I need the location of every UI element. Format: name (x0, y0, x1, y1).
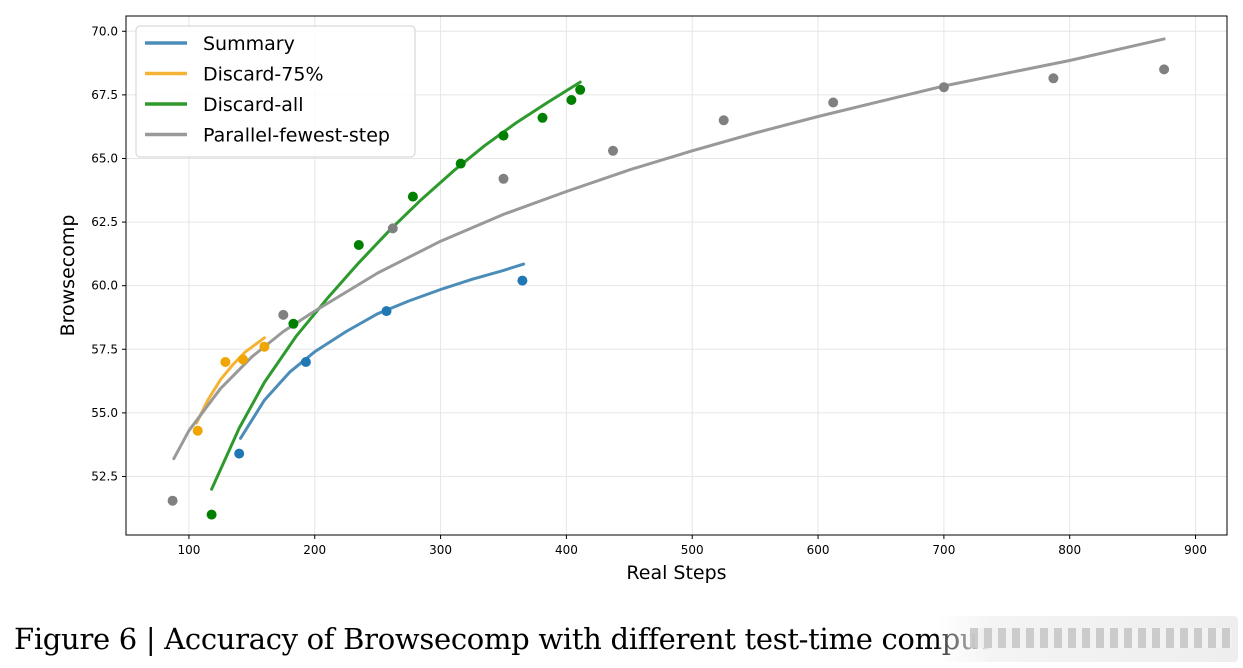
y-axis-label: Browsecomp (57, 215, 79, 337)
data-point (566, 95, 577, 105)
data-point (353, 240, 364, 250)
x-ticks: 100 200 300 400 500 600 700 800 900 (177, 535, 1207, 557)
data-point (407, 191, 418, 202)
chart: 100 200 300 400 500 600 700 800 900 52.5 55.0 57.5… (57, 15, 1228, 584)
x-tick-label: 200 (303, 543, 326, 557)
data-point (220, 357, 231, 367)
y-tick-label: 70.0 (91, 24, 118, 38)
data-point (537, 112, 548, 123)
grid-lines (126, 16, 1227, 535)
x-tick-label: 300 (429, 543, 452, 557)
data-point (1048, 73, 1059, 84)
data-point (387, 223, 398, 234)
data-point (455, 158, 466, 169)
data-point (259, 341, 270, 352)
data-point (381, 306, 392, 317)
y-tick-label: 55.0 (91, 406, 118, 420)
y-tick-label: 52.5 (91, 469, 118, 483)
figure-caption: Figure 6 | Accuracy of Browsecomp with d… (14, 622, 1007, 656)
data-point (718, 115, 729, 126)
data-point (288, 318, 299, 329)
data-point (828, 97, 839, 108)
data-point (498, 130, 509, 141)
x-tick-label: 500 (681, 543, 704, 557)
data-point (608, 145, 618, 156)
y-tick-label: 67.5 (91, 88, 118, 102)
data-point (238, 354, 248, 365)
legend-label: Discard-75% (203, 64, 324, 86)
redaction-bar (970, 628, 1232, 648)
data-points (167, 64, 1170, 520)
y-tick-label: 57.5 (91, 342, 118, 356)
data-point (938, 82, 949, 93)
data-point (575, 84, 586, 95)
x-axis-label: Real Steps (626, 562, 726, 584)
fit-line (239, 262, 526, 440)
x-tick-label: 700 (932, 543, 955, 557)
y-ticks: 52.5 55.0 57.5 60.0 62.5 65.0 67.5 70.0 (91, 24, 126, 483)
data-point (192, 425, 203, 436)
legend-box (135, 25, 416, 158)
legend-label: Discard-all (203, 94, 304, 116)
data-point (167, 495, 178, 506)
data-point (206, 509, 217, 520)
x-tick-label: 600 (807, 543, 830, 557)
data-point (278, 309, 289, 320)
legend-label: Summary (203, 33, 295, 55)
legend: Summary Discard-75% Discard-all Parallel-fe… (135, 25, 416, 158)
data-point (234, 448, 245, 459)
data-point (517, 275, 528, 286)
x-tick-label: 900 (1184, 543, 1207, 557)
y-tick-label: 62.5 (91, 215, 118, 229)
x-tick-label: 100 (177, 543, 200, 557)
data-point (300, 357, 311, 367)
legend-label: Parallel-fewest-step (203, 125, 390, 147)
plot-frame (125, 15, 1228, 536)
fit-line (195, 336, 266, 425)
data-point (498, 173, 509, 184)
x-tick-label: 400 (555, 543, 578, 557)
x-tick-label: 800 (1058, 543, 1081, 557)
data-point (1159, 64, 1170, 75)
y-tick-label: 65.0 (91, 151, 118, 165)
y-tick-label: 60.0 (91, 279, 118, 293)
